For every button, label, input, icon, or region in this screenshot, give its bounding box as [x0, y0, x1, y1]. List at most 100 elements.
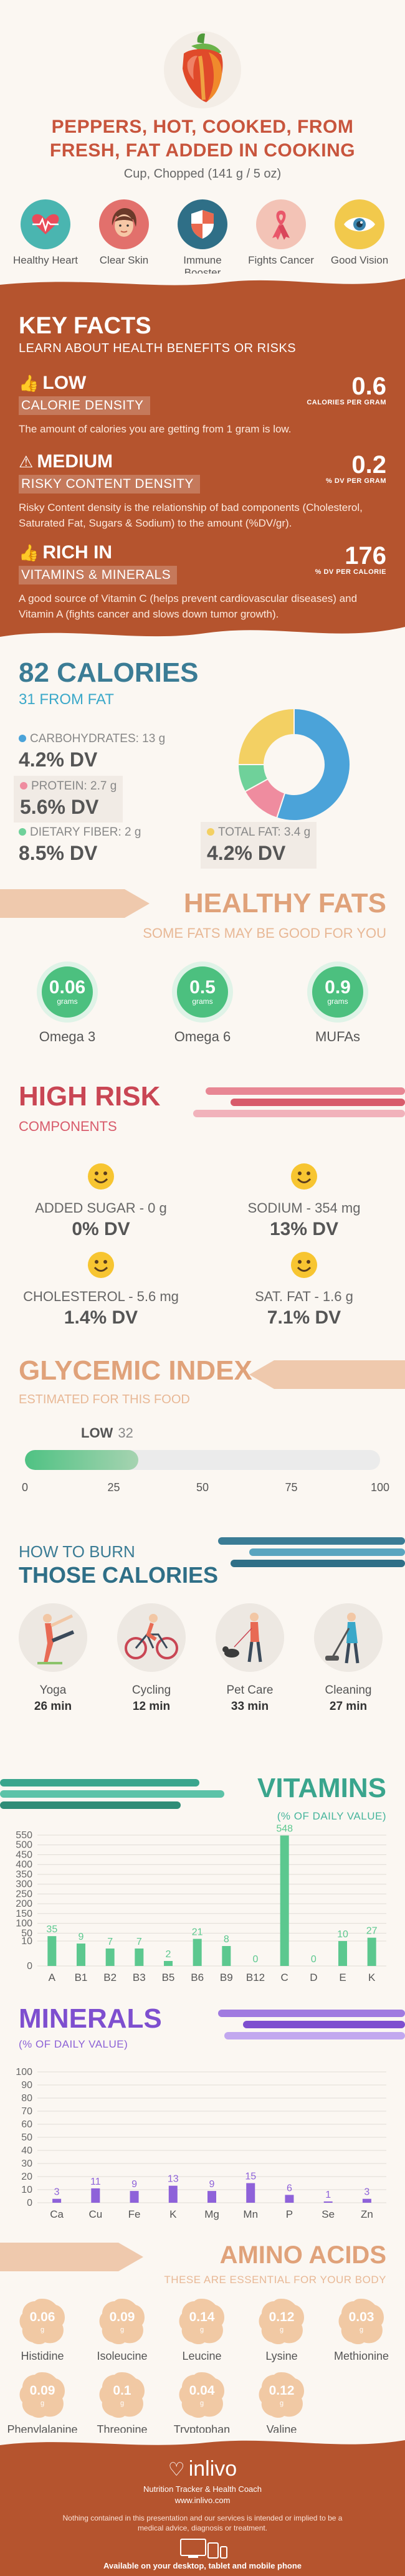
- badge-shape-icon: [99, 2299, 145, 2344]
- glycemic-tick: 0: [21, 1481, 29, 1494]
- amino-name: Histidine: [21, 2350, 64, 2362]
- activity-yoga: Yoga 26 min: [12, 1603, 93, 1714]
- y-tick-label: 60: [21, 2119, 32, 2130]
- macro-dv: 5.6% DV: [20, 796, 99, 818]
- footer-available: Available on your desktop, tablet and mo…: [103, 2561, 302, 2570]
- key-facts-title: KEY FACTS: [19, 313, 151, 339]
- amino-name: Leucine: [182, 2350, 222, 2362]
- macro-donut-chart: [237, 707, 351, 821]
- donut-slice-fat: [237, 707, 295, 765]
- bar-value-label: 21: [192, 1927, 203, 1938]
- wave-divider: [0, 627, 405, 646]
- decor-stripes: [218, 2010, 405, 2039]
- y-tick-label: 550: [16, 1830, 32, 1841]
- risk-name: SAT. FAT - 1.6 g: [255, 1289, 353, 1304]
- eye-icon: [335, 199, 384, 249]
- bar-value-label: 27: [366, 1926, 378, 1937]
- bar-b2: [105, 1949, 115, 1966]
- risk-dv: 1.4% DV: [64, 1307, 138, 1328]
- activity-minutes: 27 min: [329, 1700, 368, 1713]
- high-risk-section: HIGH RISK COMPONENTS ADDED SUGAR - 0 g 0…: [0, 1069, 405, 1343]
- dog-walking-icon: [216, 1603, 284, 1672]
- smiley-icon: [88, 1163, 114, 1190]
- x-tick-label: P: [286, 2208, 293, 2220]
- activity-minutes: 26 min: [34, 1700, 72, 1713]
- amino-value: 0.12: [269, 2383, 295, 2398]
- bar-b6: [193, 1939, 202, 1966]
- y-tick-label: 450: [16, 1849, 32, 1860]
- glycemic-track: [25, 1450, 380, 1470]
- key-facts-section: KEY FACTS LEARN ABOUT HEALTH BENEFITS OR…: [0, 274, 405, 646]
- y-tick-label: 100: [16, 2067, 32, 2077]
- x-tick-label: Mg: [204, 2208, 219, 2220]
- smiley-icon: [291, 1163, 317, 1190]
- y-tick-label: 80: [21, 2093, 32, 2104]
- donut-slice-carbohydrates: [275, 707, 351, 821]
- bar-k: [168, 2185, 178, 2203]
- legend-dot: [19, 735, 26, 742]
- badge-shape-icon: [19, 2299, 65, 2344]
- y-tick-label: 200: [16, 1899, 32, 1909]
- bar-b3: [135, 1949, 144, 1966]
- bar-value-label: 7: [136, 1937, 142, 1947]
- risk-dv: 7.1% DV: [267, 1307, 341, 1328]
- y-tick-label: 10: [21, 2185, 32, 2195]
- amino-lysine: 0.12 g Lysine: [243, 2296, 320, 2363]
- minerals-subtitle: (% OF DAILY VALUE): [19, 2038, 128, 2050]
- bar-zn: [362, 2198, 371, 2203]
- fact-description: Risky Content density is the relationshi…: [19, 502, 363, 529]
- risk-sat-fat: SAT. FAT - 1.6 g 7.1% DV: [211, 1251, 398, 1329]
- activity-cycling: Cycling 12 min: [111, 1603, 192, 1714]
- key-facts-subtitle: LEARN ABOUT HEALTH BENEFITS OR RISKS: [19, 341, 297, 355]
- fact-unit: CALORIES PER GRAM: [307, 399, 386, 406]
- vacuum-icon: [314, 1603, 383, 1672]
- glycemic-value: 32: [118, 1425, 133, 1441]
- x-tick-label: B2: [103, 1972, 117, 1983]
- macro-total-fat: TOTAL FAT: 3.4 g 4.2% DV: [201, 822, 317, 869]
- x-tick-label: Zn: [361, 2208, 373, 2220]
- warning-icon: ⚠: [19, 452, 34, 471]
- decor-stripes: [0, 1779, 224, 1809]
- footer-tagline: Nutrition Tracker & Health Coach: [143, 2484, 262, 2494]
- glycemic-level-label: LOW: [81, 1425, 113, 1441]
- amino-badge: 0.09 g: [97, 2296, 147, 2346]
- risk-name: ADDED SUGAR - 0 g: [35, 1200, 167, 1216]
- amino-acids-section: AMINO ACIDS THESE ARE ESSENTIAL FOR YOUR…: [0, 2234, 405, 2436]
- amino-unit: g: [120, 2326, 125, 2334]
- amino-title: AMINO ACIDS: [219, 2241, 386, 2269]
- fat-omega-6: 0.5 grams Omega 6: [159, 961, 246, 1045]
- x-tick-label: E: [339, 1972, 346, 1983]
- benefit-fights-cancer: Fights Cancer: [247, 199, 315, 279]
- bar-value-label: 0: [311, 1954, 317, 1965]
- amino-unit: g: [40, 2326, 45, 2334]
- inlivo-logo[interactable]: ♡ inlivo: [0, 2457, 405, 2481]
- amino-value: 0.04: [189, 2383, 215, 2398]
- vitamins-title: VITAMINS: [257, 1773, 386, 1803]
- fact-level: LOW: [42, 373, 87, 393]
- x-tick-label: B6: [191, 1972, 204, 1983]
- serving-size: Cup, Chopped (141 g / 5 oz): [123, 167, 282, 181]
- benefit-clear-skin: Clear Skin: [90, 199, 158, 279]
- bar-mg: [207, 2191, 216, 2203]
- calories-from-fat: 31 FROM FAT: [19, 691, 114, 708]
- healthy-fats-title: HEALTHY FATS: [183, 888, 386, 918]
- fat-unit: grams: [57, 997, 78, 1006]
- amino-isoleucine: 0.09 g Isoleucine: [83, 2296, 161, 2363]
- bar-se: [323, 2201, 333, 2203]
- footer-url[interactable]: www.inlivo.com: [174, 2496, 231, 2505]
- amino-unit: g: [279, 2326, 284, 2334]
- bar-value-label: 11: [90, 2177, 101, 2187]
- benefit-label: Good Vision: [330, 254, 389, 266]
- high-risk-title: HIGH RISK: [19, 1081, 161, 1112]
- bar-c: [280, 1835, 289, 1966]
- activity-name: Cycling: [131, 1684, 171, 1697]
- badge-shape-icon: [179, 2299, 224, 2344]
- y-tick-label: 10: [21, 1936, 32, 1947]
- calories-title: 82 CALORIES: [19, 657, 199, 688]
- y-tick-label: 0: [27, 1961, 32, 1972]
- y-tick-label: 30: [21, 2159, 32, 2169]
- amino-subtitle: THESE ARE ESSENTIAL FOR YOUR BODY: [164, 2274, 386, 2286]
- glycemic-index-section: GLYCEMIC INDEX ESTIMATED FOR THIS FOOD L…: [0, 1343, 405, 1524]
- vitamins-section: VITAMINS (% OF DAILY VALUE) 0 10 50 100 150 2…: [0, 1754, 405, 1991]
- legend-dot: [19, 828, 26, 836]
